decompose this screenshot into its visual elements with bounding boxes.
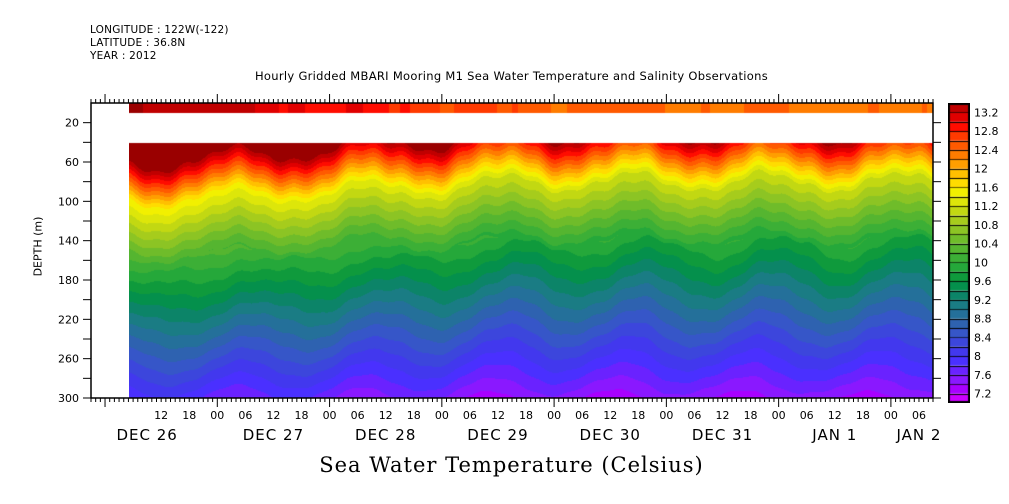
x-hour-label: 12 [716,409,730,422]
x-hour-label: 12 [266,409,280,422]
x-hour-label: 00 [323,409,337,422]
x-axis-label: Sea Water Temperature (Celsius) [319,453,704,477]
colorbar-label: 12 [974,163,988,176]
x-day-label: JAN 1 [811,426,857,444]
y-tick-label: 300 [58,392,79,405]
x-day-label: DEC 29 [467,426,528,444]
x-hour-label: 00 [884,409,898,422]
x-day-label: DEC 31 [692,426,753,444]
colorbar-label: 8.4 [974,331,992,344]
colorbar-label: 11.6 [974,181,999,194]
colorbar-label: 10.8 [974,219,999,232]
x-hour-label: 12 [828,409,842,422]
x-hour-label: 06 [687,409,701,422]
temperature-field [129,103,933,398]
x-hour-label: 12 [491,409,505,422]
x-hour-label: 06 [912,409,926,422]
x-day-label: JAN 2 [895,426,941,444]
x-hour-label: 06 [463,409,477,422]
colorbar-label: 12.4 [974,144,999,157]
y-axis-label: DEPTH (m) [31,216,45,277]
colorbar-label: 8 [974,350,981,363]
x-day-label: DEC 28 [355,426,416,444]
x-hour-label: 06 [238,409,252,422]
chart-title: Hourly Gridded MBARI Mooring M1 Sea Wate… [254,69,769,83]
colorbar-label: 11.2 [974,200,999,213]
colorbar-label: 7.6 [974,369,992,382]
x-hour-label: 12 [154,409,168,422]
plot-frame [90,102,934,399]
x-hour-label: 00 [435,409,449,422]
x-hour-label: 18 [856,409,870,422]
x-hour-label: 18 [631,409,645,422]
x-hour-label: 06 [351,409,365,422]
colorbar-label: 13.2 [974,106,999,119]
colorbar-label: 10 [974,256,988,269]
colorbar-label: 9.2 [974,294,992,307]
x-hour-label: 18 [295,409,309,422]
x-hour-label: 12 [379,409,393,422]
y-tick-label: 100 [58,195,79,208]
y-tick-label: 220 [58,313,79,326]
x-day-label: DEC 27 [243,426,304,444]
x-hour-label: 18 [744,409,758,422]
colorbar [948,103,970,403]
year-label: YEAR : 2012 [90,50,157,62]
latitude-label: LATITUDE : 36.8N [90,37,186,49]
colorbar-label: 7.2 [974,388,992,401]
colorbar-label: 10.4 [974,238,999,251]
x-hour-label: 00 [547,409,561,422]
colorbar-label: 12.8 [974,125,999,138]
x-hour-label: 18 [182,409,196,422]
x-hour-label: 12 [603,409,617,422]
x-day-label: DEC 26 [116,426,177,444]
x-hour-label: 00 [659,409,673,422]
x-day-label: DEC 30 [580,426,641,444]
y-tick-label: 60 [65,156,79,169]
x-hour-label: 00 [210,409,224,422]
x-hour-label: 06 [800,409,814,422]
y-tick-label: 180 [58,274,79,287]
longitude-label: LONGITUDE : 122W(-122) [90,24,229,36]
x-hour-label: 00 [772,409,786,422]
y-tick-label: 260 [58,353,79,366]
x-hour-label: 06 [575,409,589,422]
colorbar-label: 9.6 [974,275,992,288]
x-hour-label: 18 [519,409,533,422]
x-hour-label: 18 [407,409,421,422]
y-tick-label: 20 [65,117,79,130]
y-tick-label: 140 [58,235,79,248]
colorbar-label: 8.8 [974,313,992,326]
